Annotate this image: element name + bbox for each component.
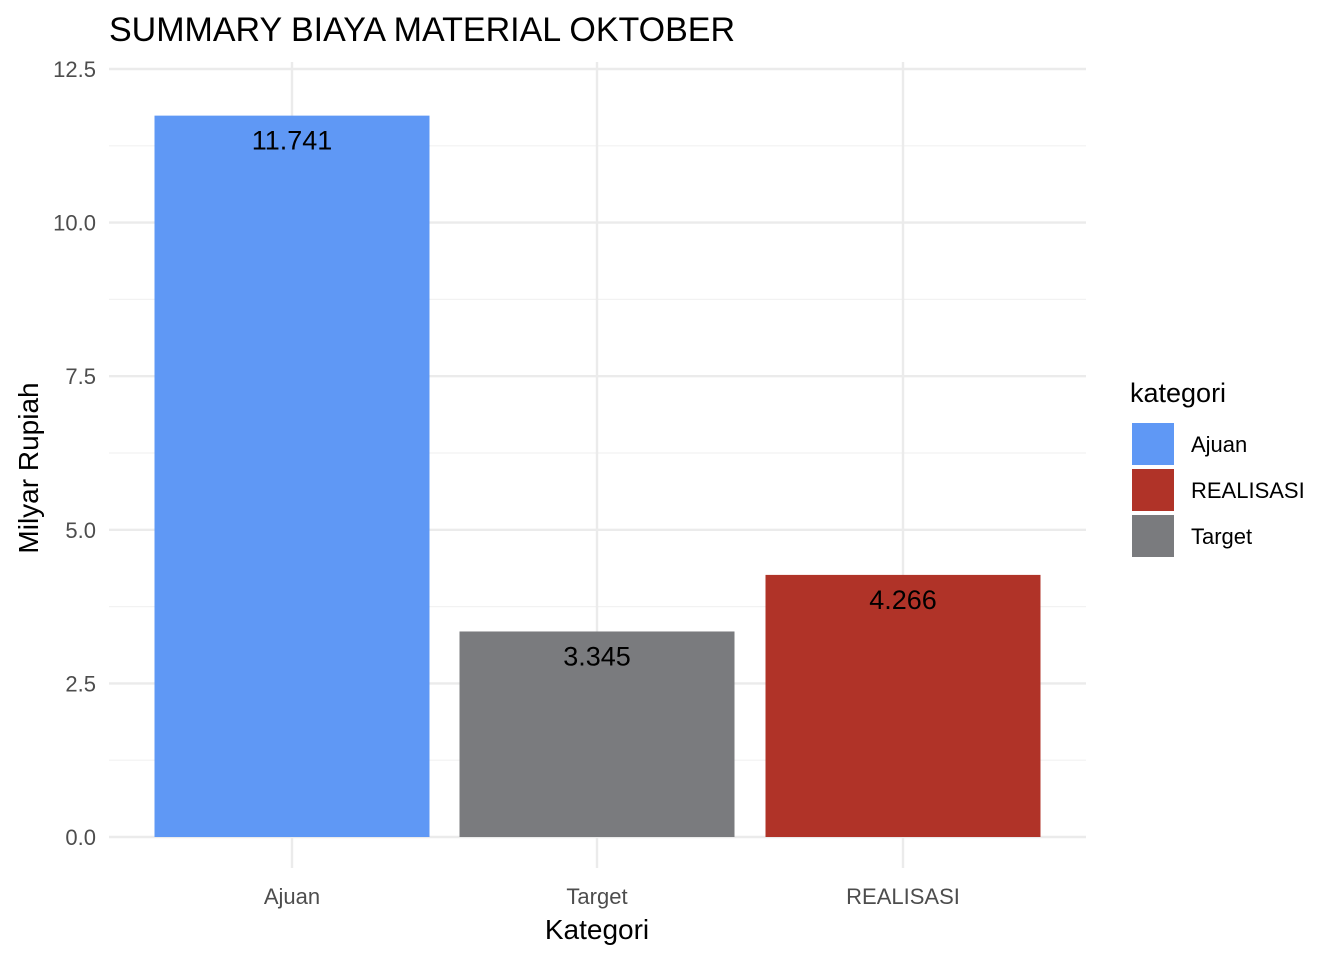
bar-ajuan [154, 115, 430, 838]
legend-label-ajuan: Ajuan [1191, 432, 1247, 457]
x-tick-label: REALISASI [846, 884, 960, 909]
x-tick-label: Target [566, 884, 627, 909]
legend-label-target: Target [1191, 524, 1252, 549]
x-tick-label: Ajuan [264, 884, 320, 909]
y-tick-label: 5.0 [65, 518, 96, 543]
legend-key-realisasi [1132, 469, 1174, 511]
legend-label-realisasi: REALISASI [1191, 478, 1305, 503]
data-labels: 11.741 3.345 4.266 [252, 126, 937, 672]
data-label-target: 3.345 [563, 641, 631, 671]
y-axis-title: Milyar Rupiah [13, 382, 44, 553]
bar-target [459, 631, 735, 837]
y-tick-label: 0.0 [65, 825, 96, 850]
legend-entries: Ajuan REALISASI Target [1132, 423, 1305, 557]
legend-key-target [1132, 515, 1174, 557]
y-axis-ticks: 0.0 2.5 5.0 7.5 10.0 12.5 [53, 57, 96, 850]
x-axis-title: Kategori [545, 914, 649, 945]
chart-title: SUMMARY BIAYA MATERIAL OKTOBER [109, 11, 735, 49]
legend-key-ajuan [1132, 423, 1174, 465]
y-tick-label: 10.0 [53, 211, 96, 236]
y-tick-label: 2.5 [65, 671, 96, 696]
legend: kategori Ajuan REALISASI Target [1130, 378, 1305, 557]
y-tick-label: 12.5 [53, 57, 96, 82]
data-label-ajuan: 11.741 [252, 126, 333, 156]
legend-title: kategori [1130, 378, 1226, 408]
data-label-realisasi: 4.266 [869, 585, 937, 615]
y-tick-label: 7.5 [65, 364, 96, 389]
x-axis-ticks: Ajuan Target REALISASI [264, 884, 960, 909]
bar-realisasi [765, 574, 1041, 837]
bars [154, 115, 1041, 838]
